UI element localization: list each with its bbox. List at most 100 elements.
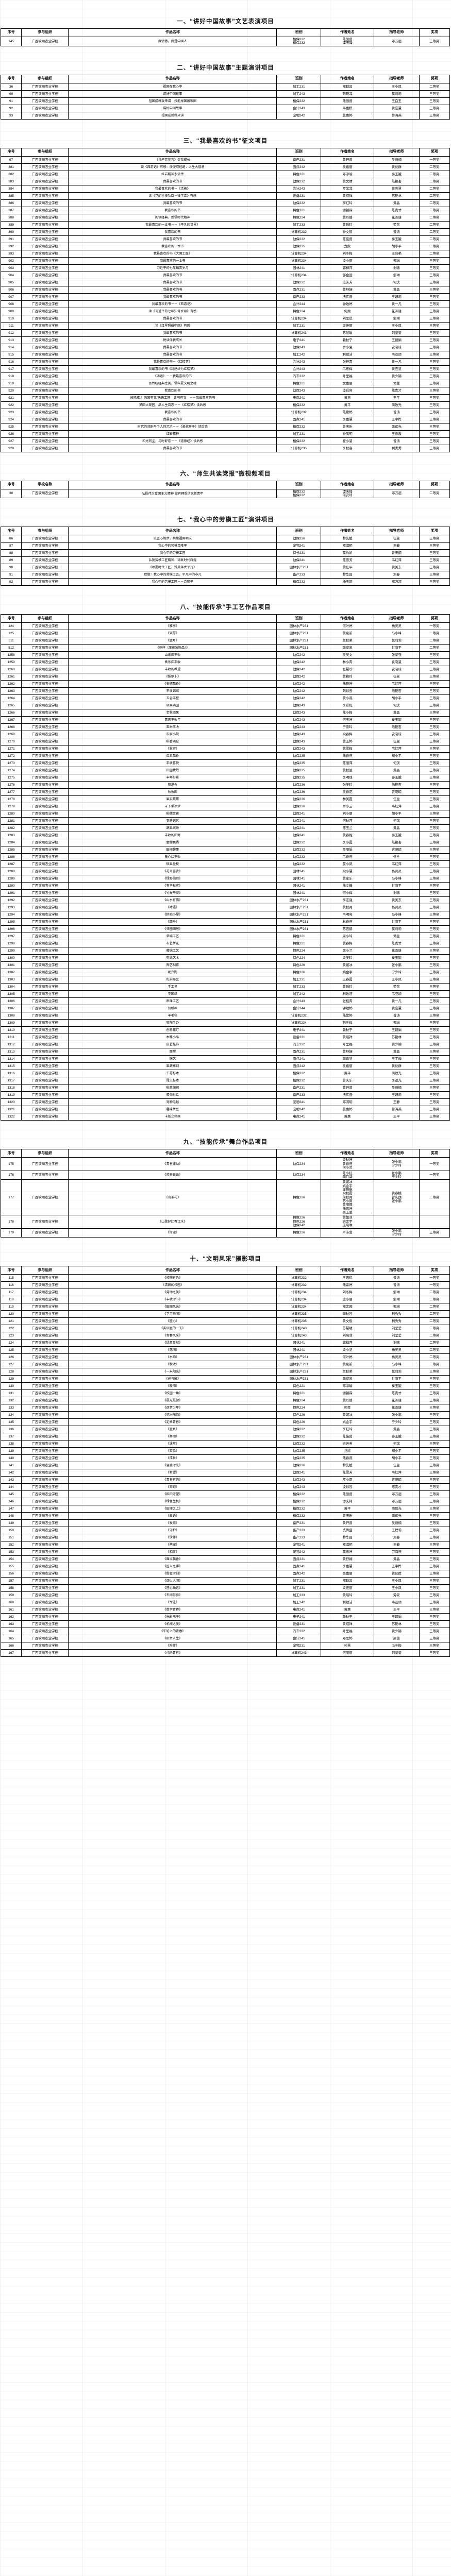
table-row[interactable]: 384 广西钦州农业学校 我最喜欢的书－《活着》 会计243 罗菲菲 黄应慧 二等奖: [0, 184, 450, 193]
table-row[interactable]: 165 广西钦州农业学校 《账本人生》 会计241 邓思婷 梁俊 三等奖: [0, 1635, 450, 1643]
table-row[interactable]: 912 广西钦州农业学校 我最喜欢的书 计算机243 苏慧敏 刘莹莹 三等奖: [0, 329, 450, 337]
table-row[interactable]: 1292 广西钦州农业学校 《山水有情》 园林水产231 李志强 黄美东 三等奖: [0, 896, 450, 905]
table-row[interactable]: 1298 广西钦州农业学校 布艺拼花 特色221 黄春梅 陈贵才 三等奖: [0, 940, 450, 948]
table-row[interactable]: 1310 广西钦州农业学校 创意花灯 电子241 赖秋宁 王碧娟 三等奖: [0, 1026, 450, 1035]
table-row[interactable]: 146 广西钦州农业学校 《绿色生机》 植保232 谭庆锋 邓万超 三等奖: [0, 1498, 450, 1506]
table-row[interactable]: 135 广西钦州农业学校 《定格青春》 特色226 姚金宇 宁少玲 三等奖: [0, 1418, 450, 1427]
table-row[interactable]: 159 广西钦州农业学校 《车间剪影》 加工233 黄瑶玲 劳钦 三等奖: [0, 1591, 450, 1600]
table-row[interactable]: 1281 广西钦州农业学校 农耕记忆 幼保241 何秋萍 何滨 三等奖: [0, 817, 450, 825]
table-row[interactable]: 922 广西钦州农业学校 梦回大观园，品人生百态－－《红楼梦》读后感 植保232 黄平周…: [0, 401, 450, 409]
table-row[interactable]: 1289 广西钦州农业学校 《绿野仙踪》 园林241 黄家乐 马小峰 三等奖: [0, 875, 450, 883]
table-row[interactable]: 176 广西钦州农业学校 《蓝天白云》 幼保234 陈小红 李月华 张小鹏 宁少玲 一等奖: [0, 1170, 450, 1180]
table-row[interactable]: 907 广西钦州农业学校 我最喜欢的书 畜产233 冼传盛 王娌莉 三等奖: [0, 293, 450, 301]
table-row[interactable]: 1273 广西钦州农业学校 丰收喜悦 幼保235 陈丽萍 何滨 三等奖: [0, 759, 450, 768]
table-row[interactable]: 1263 广西钦州农业学校 丰收锦绣 幼保242 刘彩云 陆艳杏 三等奖: [0, 687, 450, 696]
table-row[interactable]: 1284 广西钦州农业学校 金穗飘扬 幼保232 李小霞 陆艳杏 三等奖: [0, 839, 450, 847]
table-row[interactable]: 909 广西钦州农业学校 读《习近平的七年知青岁月》有感 特色224 何柔 花泽雄 三等奖: [0, 307, 450, 315]
table-row[interactable]: 393 广西钦州农业学校 我最喜欢的书《大国工匠》 计算机234 刘冬梅 王兆艳 二等奖: [0, 249, 450, 258]
table-row[interactable]: 1262 广西钦州农业学校 《麦穗飘香》 幼保242 陆晓婷 韦虹萍 三等奖: [0, 680, 450, 688]
table-row[interactable]: 155 广西钦州农业学校 《匠人之手》 面点241 李嘉慧 王宇桦 三等奖: [0, 1563, 450, 1571]
table-row[interactable]: 1317 广西钦州农业学校 昆虫标本 植保232 曾庆乐 李运光 三等奖: [0, 1077, 450, 1085]
table-row[interactable]: 1315 广西钦州农业学校 果蔬雕刻 面点242 吴嘉丽 黄仪群 三等奖: [0, 1062, 450, 1071]
table-row[interactable]: 156 广西钦州农业学校 《甜蜜时刻》 面点242 吴嘉丽 黄仪群 三等奖: [0, 1570, 450, 1578]
table-row[interactable]: 162 广西钦州农业学校 《光影电子》 电子241 赖秋宁 王碧娟 三等奖: [0, 1613, 450, 1621]
table-row[interactable]: 1259 广西钦州农业学校 奏乐庆丰收 幼保242 林小青 袁晓慧 三等奖: [0, 658, 450, 667]
table-row[interactable]: 167 广西钦州农业学校 《代码青春》 计算机243 何丽丽 刘莹莹 三等奖: [0, 1649, 450, 1657]
table-row[interactable]: 1308 广西钦州农业学校 羊毛毡 计算机232 陆紫婷 普涛 三等奖: [0, 1012, 450, 1020]
table-row[interactable]: 1291 广西钦州农业学校 《竹报平安》 园林241 何小梅 谢啸 三等奖: [0, 889, 450, 897]
table-row[interactable]: 179 广西钦州农业学校 《命运》 特色226 卢沛蓉 张小鹏 宁少玲 三等奖: [0, 1228, 450, 1238]
table-row[interactable]: 141 广西钦州农业学校 《温暖时光》 幼保236 黎先媛 伍丝 三等奖: [0, 1462, 450, 1470]
table-row[interactable]: 1260 广西钦州农业学校 丰收的希望 幼保242 张慧珍 农晓琼 三等奖: [0, 666, 450, 674]
table-row[interactable]: 1316 广西钦州农业学校 干花标本 植保232 黄平 周致光 三等奖: [0, 1070, 450, 1078]
table-row[interactable]: 1309 广西钦州农业学校 软陶手办 计算机234 刘冬梅 邹琳 三等奖: [0, 1019, 450, 1027]
table-row[interactable]: 139 广西钦州农业学校 《笑脸》 幼保235 龙欣 胡小平 三等奖: [0, 1447, 450, 1455]
table-row[interactable]: 1318 广西钦州农业学校 稻草编织 畜产231 黄开曾 吴蔚楠 三等奖: [0, 1084, 450, 1092]
table-row[interactable]: 118 广西钦州农业学校 《丰收时节》 计算机234 凌小丽 邹琳 二等奖: [0, 1296, 450, 1304]
table-row[interactable]: 143 广西钦州农业学校 《青春有约》 幼保243 罗小夏 农晓琼 三等奖: [0, 1476, 450, 1484]
table-row[interactable]: 1269 广西钦州农业学校 农家小院 幼保243 梁春梅 农晓琼 三等奖: [0, 731, 450, 739]
table-row[interactable]: 389 广西钦州农业学校 我最喜欢的一本书－－《平凡的世界》 加工233 黄瑶玲 劳钦 二等…: [0, 221, 450, 229]
table-row[interactable]: 140 广西钦州农业学校 《成长》 幼保235 陆春燕 胡小平 三等奖: [0, 1454, 450, 1463]
table-row[interactable]: 392 广西钦州农业学校 我喜欢的一本书 幼保235 龙欣 胡小平 二等奖: [0, 242, 450, 250]
table-row[interactable]: 915 广西钦州农业学校 我最喜欢的书 加工242 利敏洁 韦亚颂 三等奖: [0, 350, 450, 359]
table-row[interactable]: 1305 广西钦州农业学校 中国结 加工242 利敏洁 韦亚颂 三等奖: [0, 990, 450, 998]
table-row[interactable]: 119 广西钦州农业学校 《田园风光》 计算机234 邹金园 邹琳 二等奖: [0, 1303, 450, 1311]
table-row[interactable]: 1302 广西钦州农业学校 坭兴陶 特色226 姚金宇 宁少玲 三等奖: [0, 969, 450, 977]
table-row[interactable]: 1258 广西钦州农业学校 山歌庆丰收 幼保242 吴英文 张家强 三等奖: [0, 651, 450, 659]
table-row[interactable]: 1278 广西钦州农业学校 果实累累 幼保236 林美霞 伍丝 三等奖: [0, 795, 450, 804]
table-row[interactable]: 127 广西钦州农业学校 《秋收》 园林水产231 黄泉新 马小峰 二等奖: [0, 1361, 450, 1369]
table-row[interactable]: 120 广西钦州农业学校 《学习瞬间》 计算机235 李秋容 利秀秀 二等奖: [0, 1310, 450, 1318]
table-row[interactable]: 1264 广西钦州农业学校 五谷丰登 幼保242 黄小燕 胡小平 三等奖: [0, 694, 450, 703]
table-row[interactable]: 1294 广西钦州农业学校 《拼贴小屋》 园林水产231 韦明亮 马小峰 三等奖: [0, 911, 450, 919]
table-row[interactable]: 91 广西钦州农业学校 祖国成就我来讲 技能报国展宏图 植保232 陆茵茵 王白玉 三等奖: [0, 97, 450, 105]
table-row[interactable]: 1268 广西钦州农业学校 玉米丰收 幼保243 宁雪玲 陆艳杏 三等奖: [0, 723, 450, 732]
table-row[interactable]: 913 广西钦州农业学校 悦读伴我成长 电子241 赖秋宁 王碧娟 三等奖: [0, 336, 450, 344]
table-row[interactable]: 116 广西钦州农业学校 《清晨的校园》 计算机232 陆紫婷 普涛 一等奖: [0, 1281, 450, 1290]
table-row[interactable]: 36 广西钦州农业学校 祖国在我心中 加工231 邹勤昌 王小凤 二等奖: [0, 82, 450, 91]
table-row[interactable]: 125 广西钦州农业学校 《双愿》 园林水产231 黄泉新 马小峰 一等奖: [0, 630, 450, 638]
table-row[interactable]: 1314 广西钦州农业学校 糖艺 面点241 李嘉慧 王宇桦 三等奖: [0, 1055, 450, 1063]
table-row[interactable]: 1307 广西钦州农业学校 衍纸画 会计244 钟敏婷 黄应慧 三等奖: [0, 1005, 450, 1013]
table-row[interactable]: 1299 广西钦州农业学校 藤编工艺 特色224 李小兰 花泽雄 三等奖: [0, 947, 450, 955]
table-row[interactable]: 123 广西钦州农业学校 《青春风采》 计算机243 刘晓菲 刘莹莹 二等奖: [0, 1332, 450, 1340]
table-row[interactable]: 178 广西钦州农业学校 《山歌好比春江水》 特色226 特色226 幼保242 黄如冰 姚金…: [0, 1215, 450, 1229]
table-row[interactable]: 908 广西钦州农业学校 我最喜欢的书－－《西游记》 会计244 钟敏婷 黄一凡 三等奖: [0, 300, 450, 308]
table-row[interactable]: 918 广西钦州农业学校 《活着》－－我最喜欢的书 汽车232 叶里福 黄少锦 三等奖: [0, 372, 450, 380]
table-row[interactable]: 914 广西钦州农业学校 我最喜欢的书 幼保243 罗小夏 农晓琼 三等奖: [0, 343, 450, 351]
table-row[interactable]: 1279 广西钦州农业学校 禾下乘凉梦 幼保236 覃小云 韦虹萍 三等奖: [0, 803, 450, 811]
table-row[interactable]: 115 广西钦州农业学校 《校园春色》 计算机232 王志远 普涛 一等奖: [0, 1274, 450, 1282]
table-row[interactable]: 129 广西钦州农业学校 《光与影》 园林水产231 李家泉 甘向平 三等奖: [0, 1375, 450, 1383]
table-row[interactable]: 1296 广西钦州农业学校 《归园田居》 园林水产231 苏志鹏 莫莉莉 三等奖: [0, 925, 450, 934]
table-row[interactable]: 1265 广西钦州农业学校 硕果满园 幼保243 李彩虹 何滨 三等奖: [0, 702, 450, 710]
table-row[interactable]: 920 广西钦州农业学校 我喜欢的书 幼保243 凌彩容 陈贵才 三等奖: [0, 386, 450, 395]
table-row[interactable]: 905 广西钦州农业学校 我最喜欢的书 幼保232 班芳芳 何滨 三等奖: [0, 278, 450, 286]
table-row[interactable]: 1300 广西钦州农业学校 剪纸艺术 特色224 梁美玲 秦玉娥 三等奖: [0, 954, 450, 962]
table-row[interactable]: 1297 广西钦州农业学校 草编工艺 特色221 周小玲 谭兰 三等奖: [0, 933, 450, 941]
table-row[interactable]: 1282 广西钦州农业学校 蔬果缤纷 幼保241 陈玉兰 黄晶 三等奖: [0, 824, 450, 833]
table-row[interactable]: 1304 广西钦州农业学校 手工皂 加工233 黄瑶玲 劳钦 三等奖: [0, 983, 450, 991]
table-row[interactable]: 175 广西钦州农业学校 《青春律动》 幼保234 梁秋婷 黄春燕 何小兰 张小鹏 宁少玲 一等奖: [0, 1157, 450, 1171]
table-row[interactable]: 1306 广西钦州农业学校 串珠工艺 会计243 张桂青 黄一凡 三等奖: [0, 997, 450, 1006]
table-row[interactable]: 144 广西钦州农业学校 《奔跑》 幼保243 凌彩容 陈贵才 三等奖: [0, 1483, 450, 1492]
table-row[interactable]: 157 广西钦州农业学校 《烟火人间》 加工231 邹勤昌 王小凤 三等奖: [0, 1577, 450, 1585]
table-row[interactable]: 92 广西钦州农业学校 我心中的劳模工匠－－袁隆平 植保232 杨玉颜 邓万超 三等奖: [0, 578, 450, 586]
table-row[interactable]: 910 广西钦州农业学校 我最喜欢的书 计算机234 刘思琪 邹琳 三等奖: [0, 314, 450, 323]
table-row[interactable]: 121 广西钦州农业学校 《匠心》 计算机235 黄文俊 利秀秀 二等奖: [0, 1317, 450, 1326]
table-row[interactable]: 1280 广西钦州农业学校 稻穗金黄 幼保241 刘小丽 胡小平 三等奖: [0, 810, 450, 818]
table-row[interactable]: 1286 广西钦州农业学校 童心绘丰收 幼保232 韦春燕 伍丝 三等奖: [0, 853, 450, 861]
table-row[interactable]: 1274 广西钦州农业学校 田园牧歌 幼保235 黄秋兰 黄晶 三等奖: [0, 767, 450, 775]
table-row[interactable]: 926 广西钦州农业学校 红岩精神 加工231 钟凤明 王春霞 三等奖: [0, 430, 450, 438]
table-row[interactable]: 924 广西钦州农业学校 我最喜欢的书 面点241 李嘉慧 王宇桦 三等奖: [0, 415, 450, 423]
table-row[interactable]: 177 广西钦州农业学校 《山茶花》 特色226 黄如冰 姚金宇 庞晓琳 梁秋霞 何秋月 苏小雨黄…: [0, 1179, 450, 1216]
table-row[interactable]: 145 广西钦州农业学校 《稻田守望》 植保232 陆茵茵 邓万超 三等奖: [0, 1490, 450, 1499]
table-row[interactable]: 147 广西钦州农业学校 《田埂之上》 植保232 黄平 周致光 三等奖: [0, 1505, 450, 1513]
table-row[interactable]: 91 广西钦州农业学校 致敬！我心中的劳模工匠，平凡中的非凡 畜产233 黎华昌 刘春 三等…: [0, 571, 450, 579]
table-row[interactable]: 137 广西钦州农业学校 《舞动》 幼保232 陈佳茵 秦玉娥 三等奖: [0, 1433, 450, 1441]
table-row[interactable]: 1285 广西钦州农业学校 田间趣事 幼保232 吴丽娟 农晓琼 三等奖: [0, 846, 450, 854]
table-row[interactable]: 1312 广西钦州农业学校 皮艺挂饰 汽车232 叶里福 黄少锦 三等奖: [0, 1041, 450, 1049]
table-row[interactable]: 1319 广西钦州农业学校 蛋壳彩绘 畜产233 冼传盛 王娌莉 三等奖: [0, 1091, 450, 1099]
table-row[interactable]: 1290 广西钦州农业学校 《春华秋实》 园林241 陆文静 甘向平 三等奖: [0, 882, 450, 890]
table-row[interactable]: 154 广西钦州农业学校 《面点飘香》 面点231 黄舒娴 黄晶 三等奖: [0, 1555, 450, 1564]
table-row[interactable]: 132 广西钦州农业学校 《晨光熹微》 特色224 黄丹静 花泽雄 三等奖: [0, 1397, 450, 1405]
